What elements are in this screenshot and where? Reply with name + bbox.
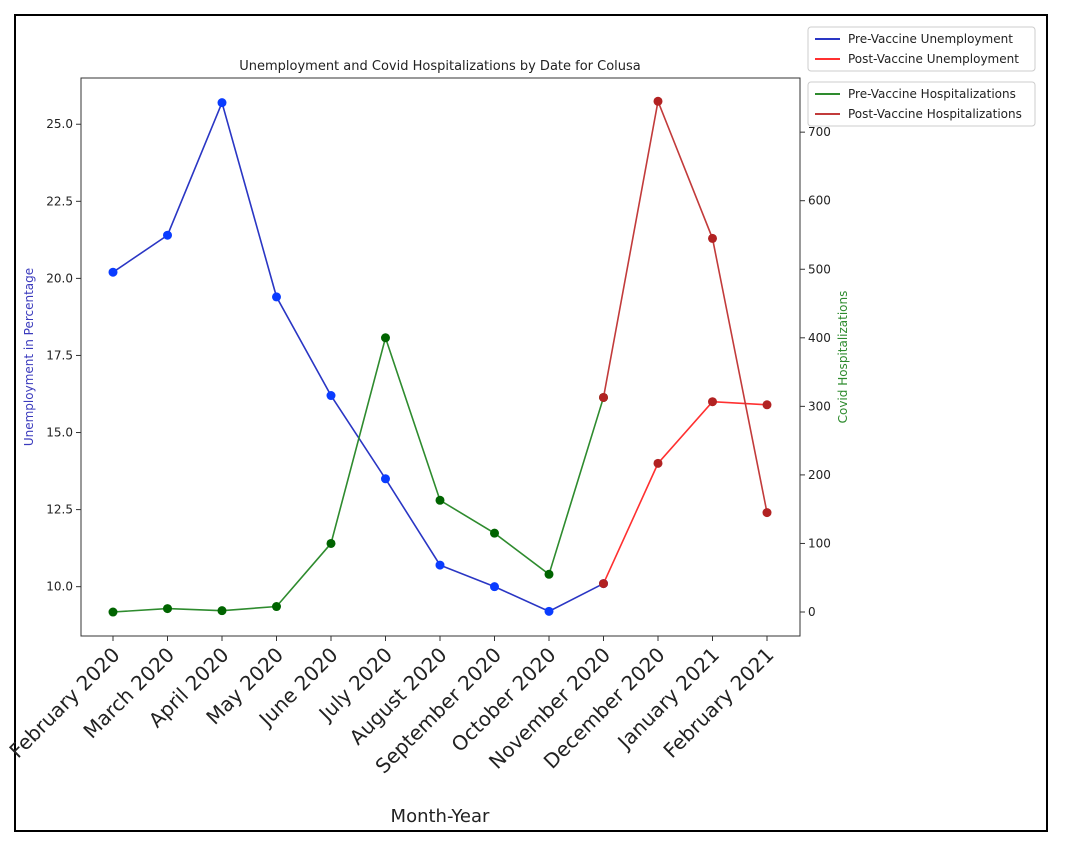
series-marker — [544, 569, 554, 579]
series-marker — [326, 391, 336, 401]
series-marker — [708, 233, 717, 243]
series-marker — [163, 230, 172, 240]
series-marker — [163, 604, 172, 614]
series-marker — [381, 474, 390, 484]
series-marker — [653, 458, 663, 468]
series-marker — [272, 292, 281, 302]
series-line — [602, 400, 768, 584]
y-tick-label: 22.5 — [46, 194, 73, 208]
series-marker — [108, 267, 118, 277]
series-marker — [490, 582, 499, 592]
y2-tick-label: 0 — [808, 605, 816, 619]
series-marker — [108, 607, 118, 617]
legend-label: Post-Vaccine Unemployment — [848, 52, 1019, 66]
series-marker — [762, 400, 772, 410]
series-marker — [217, 98, 227, 108]
series-marker — [708, 397, 717, 407]
series-marker — [381, 333, 390, 343]
series-marker — [653, 96, 663, 106]
x-axis-label: Month-Year — [391, 806, 490, 827]
chart-title: Unemployment and Covid Hospitalizations … — [239, 59, 641, 74]
legend-box — [807, 26, 1036, 72]
legend-label: Post-Vaccine Hospitalizations — [848, 107, 1022, 121]
y2-tick-label: 700 — [808, 125, 831, 139]
series-marker — [544, 606, 554, 616]
y-tick-label: 12.5 — [46, 503, 73, 517]
legend-label: Pre-Vaccine Hospitalizations — [848, 87, 1016, 101]
y-tick-label: 20.0 — [46, 271, 73, 285]
plot-area — [80, 77, 801, 637]
series-line — [602, 98, 768, 513]
frame — [14, 14, 1048, 832]
series-marker — [599, 579, 608, 589]
series-marker — [490, 528, 499, 538]
series-marker — [326, 538, 336, 548]
y2-tick-label: 400 — [808, 331, 831, 345]
y2-tick-label: 300 — [808, 399, 831, 413]
y2-tick-label: 600 — [808, 194, 831, 208]
y-tick-label: 10.0 — [46, 580, 73, 594]
y2-tick-label: 500 — [808, 262, 831, 276]
legend-label: Pre-Vaccine Unemployment — [848, 32, 1013, 46]
y-tick-label: 17.5 — [46, 348, 73, 362]
y2-tick-label: 100 — [808, 536, 831, 550]
y2-axis-label: Covid Hospitalizations — [836, 291, 850, 424]
series-line — [112, 100, 604, 613]
y-tick-label: 25.0 — [46, 117, 73, 131]
y-axis-label: Unemployment in Percentage — [22, 268, 36, 446]
y-tick-label: 15.0 — [46, 426, 73, 440]
series-marker — [599, 392, 608, 402]
series-marker — [217, 606, 227, 616]
series-marker — [762, 508, 772, 518]
series-line — [112, 335, 605, 613]
series-marker — [435, 560, 445, 570]
series-marker — [272, 602, 281, 612]
legend-box — [807, 81, 1036, 127]
y2-tick-label: 200 — [808, 468, 831, 482]
series-marker — [435, 495, 445, 505]
